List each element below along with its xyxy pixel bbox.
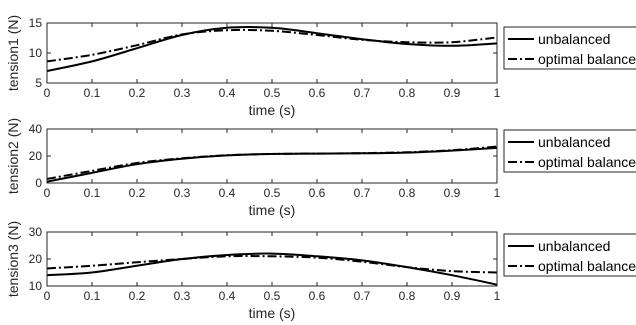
axes-box	[46, 231, 498, 287]
x-tick-label: 0	[44, 186, 51, 200]
y-tick-label: 10	[29, 279, 43, 293]
y-axis-label: tension1 (N)	[5, 15, 21, 91]
x-tick-label: 0.1	[84, 86, 101, 100]
y-tick-label: 20	[29, 252, 43, 266]
y-tick-label: 20	[29, 149, 43, 163]
legend-label: optimal balanced	[538, 258, 636, 274]
x-tick-label: 0.8	[399, 186, 416, 200]
x-tick-label: 0.7	[354, 86, 371, 100]
x-tick-label: 0.9	[444, 186, 461, 200]
series-line-unbalanced	[46, 26, 498, 72]
series-line-optimal-balanced	[46, 28, 498, 63]
x-tick-label: 0.7	[354, 289, 371, 303]
plot-area	[47, 232, 497, 286]
legend-box	[503, 233, 636, 277]
x-axis-label: time (s)	[249, 202, 296, 218]
legend-box	[503, 129, 636, 173]
x-tick-label: 0.5	[264, 289, 281, 303]
x-tick-label: 0.2	[129, 86, 146, 100]
x-axis-label: time (s)	[249, 102, 296, 118]
plot-area	[47, 23, 497, 83]
y-tick-label: 0	[35, 176, 42, 190]
x-tick-label: 0.6	[309, 186, 326, 200]
x-tick-label: 0.2	[129, 289, 146, 303]
x-tick-label: 0	[44, 86, 51, 100]
series-line-optimal-balanced	[46, 255, 498, 274]
legend-box	[503, 26, 636, 70]
series-line-optimal-balanced	[46, 145, 498, 180]
x-tick-label: 0.1	[84, 289, 101, 303]
x-tick-label: 0.2	[129, 186, 146, 200]
y-axis-label: tension3 (N)	[5, 221, 21, 297]
x-tick-label: 0.4	[219, 86, 236, 100]
x-tick-label: 0.7	[354, 186, 371, 200]
x-tick-label: 1	[494, 86, 501, 100]
x-tick-label: 0.1	[84, 186, 101, 200]
y-tick-label: 5	[35, 76, 42, 90]
x-tick-label: 0.8	[399, 289, 416, 303]
x-tick-label: 0.3	[174, 289, 191, 303]
x-tick-label: 0	[44, 289, 51, 303]
legend-label: unbalanced	[538, 134, 610, 150]
x-tick-label: 0.6	[309, 86, 326, 100]
x-tick-label: 0.3	[174, 86, 191, 100]
y-tick-label: 15	[29, 16, 43, 30]
legend-label: unbalanced	[538, 238, 610, 254]
x-tick-label: 1	[494, 289, 501, 303]
x-tick-label: 0.9	[444, 86, 461, 100]
legend-label: optimal balanced	[538, 154, 636, 170]
plot-area	[47, 129, 497, 183]
x-tick-label: 0.4	[219, 289, 236, 303]
y-tick-label: 40	[29, 122, 43, 136]
x-tick-label: 1	[494, 186, 501, 200]
axes-box	[46, 22, 498, 84]
y-tick-label: 10	[29, 46, 43, 60]
legend-label: unbalanced	[538, 31, 610, 47]
y-tick-label: 30	[29, 225, 43, 239]
x-tick-label: 0.6	[309, 289, 326, 303]
x-tick-label: 0.3	[174, 186, 191, 200]
legend-label: optimal balanced	[538, 51, 636, 67]
x-tick-label: 0.4	[219, 186, 236, 200]
x-tick-label: 0.5	[264, 186, 281, 200]
x-tick-label: 0.8	[399, 86, 416, 100]
x-axis-label: time (s)	[249, 305, 296, 321]
x-tick-label: 0.5	[264, 86, 281, 100]
axes-box	[46, 128, 498, 184]
x-tick-label: 0.9	[444, 289, 461, 303]
y-axis-label: tension2 (N)	[5, 118, 21, 194]
